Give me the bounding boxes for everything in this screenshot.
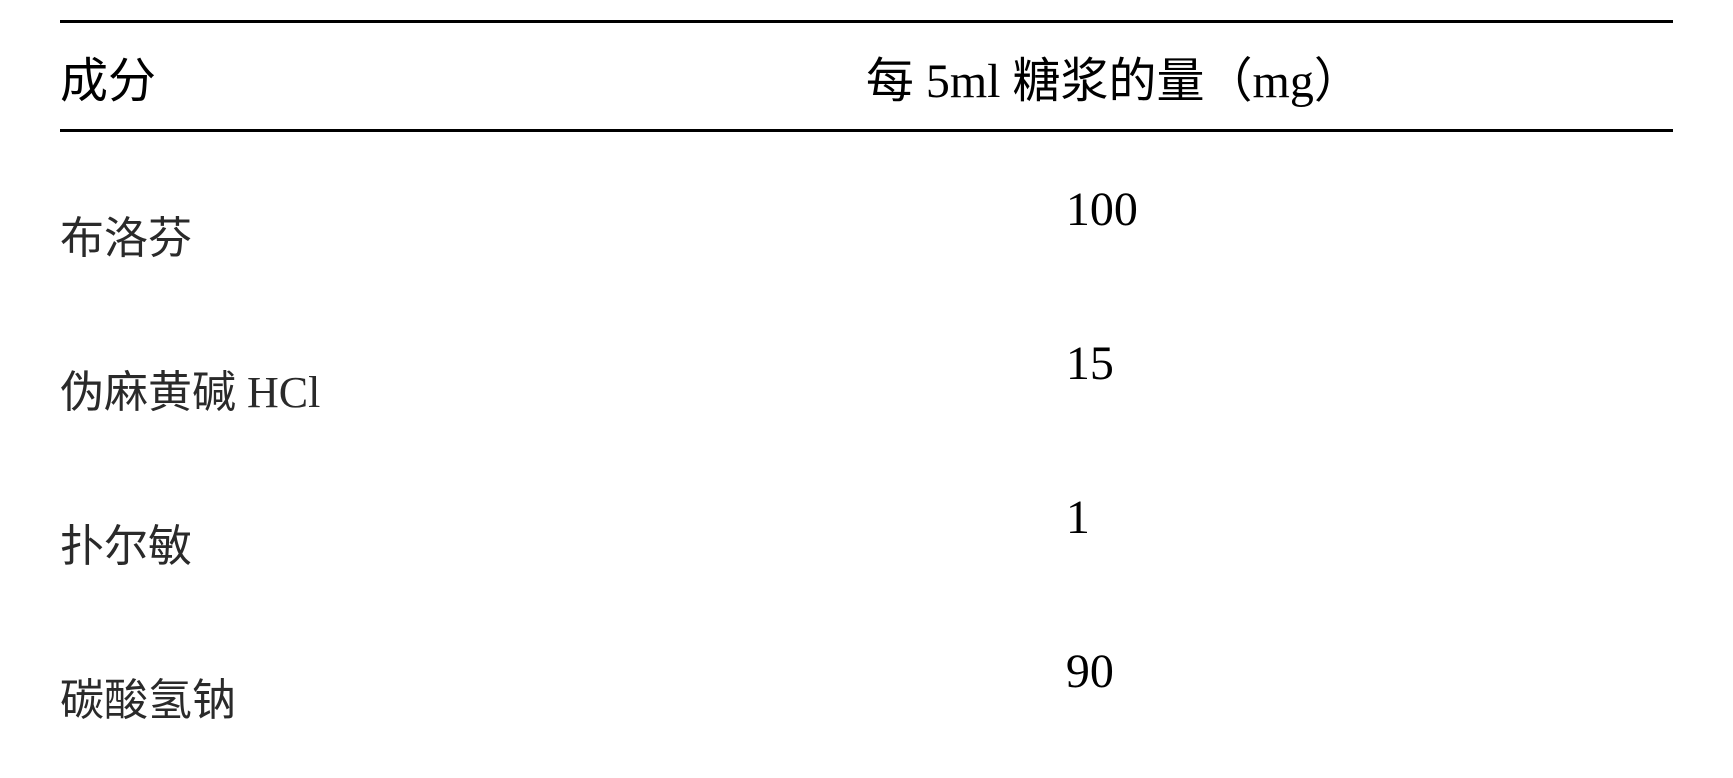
formulation-table: 成分 每 5ml 糖浆的量（mg） 布洛芬 100 伪麻黄碱 HCl 15 扑尔… (0, 0, 1733, 778)
header-amount: 每 5ml 糖浆的量（mg） (786, 41, 1673, 111)
table-header-row: 成分 每 5ml 糖浆的量（mg） (60, 20, 1673, 132)
ingredient-cell: 扑尔敏 (60, 480, 786, 574)
table-row: 碳酸氢钠 90 (60, 604, 1673, 758)
ingredient-cell: 伪麻黄碱 HCl (60, 326, 786, 420)
amount-cell: 100 (786, 182, 1673, 257)
ingredient-cell: 碳酸氢钠 (60, 634, 786, 728)
amount-cell: 90 (786, 644, 1673, 719)
header-ingredient: 成分 (60, 41, 786, 111)
table-body: 布洛芬 100 伪麻黄碱 HCl 15 扑尔敏 1 碳酸氢钠 90 (60, 132, 1673, 758)
ingredient-cell: 布洛芬 (60, 172, 786, 266)
table-row: 伪麻黄碱 HCl 15 (60, 296, 1673, 450)
amount-cell: 15 (786, 336, 1673, 411)
table-row: 扑尔敏 1 (60, 450, 1673, 604)
table-row: 布洛芬 100 (60, 142, 1673, 296)
amount-cell: 1 (786, 490, 1673, 565)
